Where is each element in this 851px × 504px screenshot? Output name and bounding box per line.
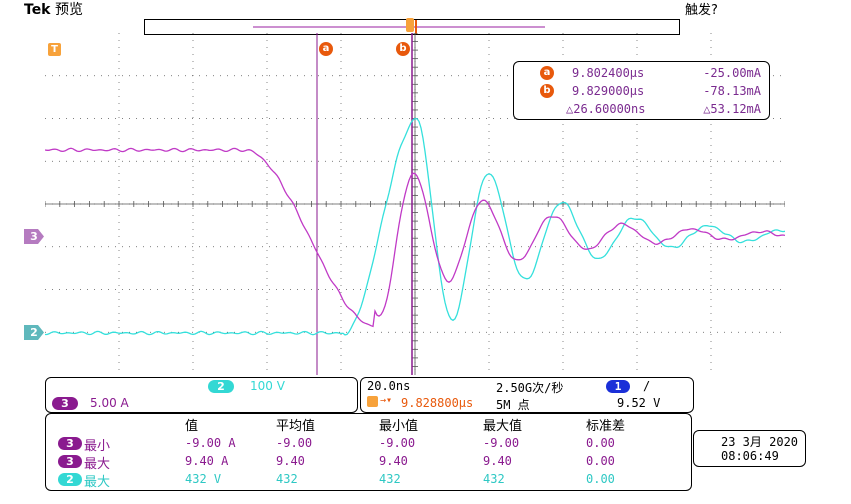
ch2-scale: 100 V <box>250 379 285 393</box>
meas-row-value: -9.00 A <box>185 436 236 450</box>
time-label: 08:06:49 <box>721 449 779 463</box>
cursor-b-badge[interactable]: b <box>396 42 410 56</box>
cursor-b-readout-badge: b <box>540 84 554 98</box>
meas-row-name: 最小 <box>84 439 111 454</box>
ch3-ground-label: 3 <box>30 230 38 243</box>
datetime-panel: 23 3月 2020 08:06:49 <box>693 430 806 467</box>
trigger-status: 触发? <box>685 3 718 18</box>
brand-label: Tek 预览 <box>24 3 83 18</box>
meas-header-min: 最小值 <box>379 419 419 434</box>
meas-header-max: 最大值 <box>483 419 523 434</box>
horizontal-position: 9.828800μs <box>401 396 474 410</box>
cursor-a-readout: a 9.802400μs -25.00mA <box>514 64 769 82</box>
ch2-ground-marker[interactable]: 2 <box>24 325 44 340</box>
date-label: 23 3月 2020 <box>721 435 799 449</box>
channel-scale-panel[interactable]: 2 100 V 3 5.00 A <box>45 377 358 413</box>
trigger-position-marker[interactable]: T <box>48 43 61 56</box>
meas-header-std: 标准差 <box>586 419 626 434</box>
meas-row-mean: 432 <box>276 472 298 486</box>
cursor-readout: a 9.802400μs -25.00mA b 9.829000μs -78.1… <box>513 61 770 120</box>
meas-header-value: 值 <box>185 419 199 434</box>
meas-row-value: 432 V <box>185 472 222 486</box>
horizontal-position-icon <box>367 396 378 407</box>
measurement-panel[interactable]: 值 平均值 最小值 最大值 标准差 3 最小 -9.00 A -9.00 -9.… <box>45 413 692 491</box>
meas-row-channel: 3 <box>58 455 82 468</box>
brand-logo: Tek <box>24 2 51 18</box>
meas-row-max: 9.40 <box>483 454 512 468</box>
cursor-b-time: 9.829000μs <box>572 84 645 98</box>
meas-row-mean: -9.00 <box>276 436 313 450</box>
meas-header-mean: 平均值 <box>276 419 316 434</box>
meas-row-max: -9.00 <box>483 436 520 450</box>
cursor-b-value: -78.13mA <box>703 84 761 98</box>
record-length: 5M 点 <box>496 398 530 412</box>
cursor-b-readout: b 9.829000μs -78.13mA <box>514 82 769 100</box>
horizontal-trigger-panel[interactable]: 20.0ns 2.50G次/秒 1 / →▾ 9.828800μs 5M 点 9… <box>360 377 694 413</box>
ch3-waveform <box>45 147 785 328</box>
sample-rate: 2.50G次/秒 <box>496 381 564 395</box>
meas-row[interactable]: 2 最大 432 V 432 432 432 0.00 <box>46 471 691 490</box>
meas-row-std: 0.00 <box>586 436 615 450</box>
meas-row-channel: 2 <box>58 473 82 486</box>
ch3-scale: 5.00 A <box>90 396 129 410</box>
meas-row[interactable]: 3 最大 9.40 A 9.40 9.40 9.40 0.00 <box>46 453 691 472</box>
meas-row-name: 最大 <box>84 457 111 472</box>
meas-row-min: 432 <box>379 472 401 486</box>
trigger-time-marker <box>406 18 414 32</box>
meas-row-std: 0.00 <box>586 454 615 468</box>
meas-row-std: 0.00 <box>586 472 615 486</box>
ch3-chip[interactable]: 3 <box>52 397 78 410</box>
trigger-level: 9.52 V <box>617 396 661 410</box>
cursor-a-value: -25.00mA <box>703 66 761 80</box>
trigger-source-chip[interactable]: 1 <box>606 380 630 393</box>
acquisition-mode: 预览 <box>54 2 83 18</box>
meas-row-min: -9.00 <box>379 436 416 450</box>
meas-row-max: 432 <box>483 472 505 486</box>
timebase: 20.0ns <box>367 379 411 393</box>
meas-row-name: 最大 <box>84 475 111 490</box>
cursor-a-time: 9.802400μs <box>572 66 645 80</box>
meas-row-min: 9.40 <box>379 454 408 468</box>
meas-row-mean: 9.40 <box>276 454 305 468</box>
cursor-a-readout-badge: a <box>540 66 554 80</box>
ch2-waveform <box>45 117 785 336</box>
cursor-delta-value: △53.12mA <box>703 102 761 116</box>
arrow-right-down-icon: →▾ <box>380 395 393 406</box>
ch2-chip[interactable]: 2 <box>208 380 234 393</box>
cursor-delta-time: △26.60000ns <box>566 102 646 116</box>
cursor-a-badge[interactable]: a <box>319 42 333 56</box>
ch2-ground-label: 2 <box>30 326 38 339</box>
meas-row[interactable]: 3 最小 -9.00 A -9.00 -9.00 -9.00 0.00 <box>46 435 691 454</box>
meas-row-value: 9.40 A <box>185 454 229 468</box>
meas-row-channel: 3 <box>58 437 82 450</box>
cursor-delta-readout: △26.60000ns △53.12mA <box>514 100 769 118</box>
trigger-position-label: T <box>51 44 58 55</box>
trigger-slope-icon: / <box>643 379 651 393</box>
ch3-ground-marker[interactable]: 3 <box>24 229 44 244</box>
